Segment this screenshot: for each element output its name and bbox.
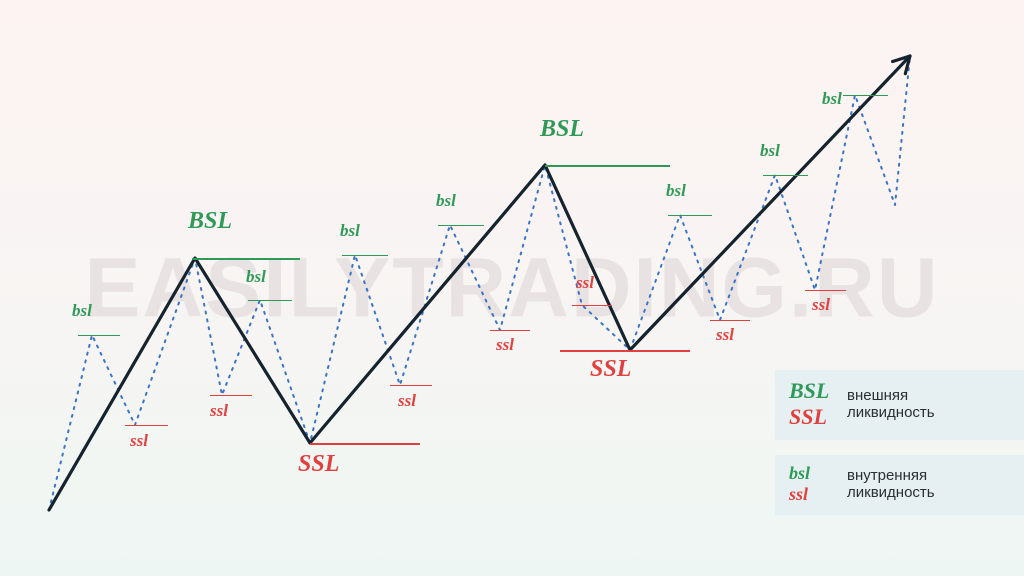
minor-bsl-label: bsl [436, 191, 456, 211]
major-bsl-label: BSL [188, 208, 232, 235]
minor-ssl-label: ssl [496, 335, 514, 355]
major-bsl-label: BSL [540, 116, 584, 143]
legend-desc-line: внутренняя [847, 467, 935, 484]
minor-ssl-level-line [390, 385, 432, 386]
minor-ssl-label: ssl [210, 401, 228, 421]
legend-key-ssl: SSL [789, 404, 835, 430]
major-bsl-level-line [545, 165, 670, 167]
legend-desc-line: внешняя [847, 387, 935, 404]
minor-ssl-level-line [805, 290, 846, 291]
minor-bsl-label: bsl [72, 301, 92, 321]
legend-key-ssl: ssl [789, 484, 835, 505]
minor-bsl-label: bsl [666, 181, 686, 201]
major-ssl-label: SSL [590, 356, 631, 383]
minor-bsl-label: bsl [760, 141, 780, 161]
legend-desc-line: ликвидность [847, 484, 935, 501]
minor-ssl-level-line [490, 330, 530, 331]
minor-bsl-level-line [763, 175, 808, 176]
minor-ssl-label: ssl [576, 273, 594, 293]
minor-bsl-label: bsl [340, 221, 360, 241]
legend-key-bsl: bsl [789, 463, 835, 484]
major-bsl-level-line [192, 258, 300, 260]
minor-ssl-level-line [210, 395, 252, 396]
minor-ssl-level-line [125, 425, 168, 426]
minor-ssl-label: ssl [130, 431, 148, 451]
minor-bsl-level-line [248, 300, 292, 301]
legend-key-bsl: BSL [789, 378, 835, 404]
minor-bsl-level-line [342, 255, 388, 256]
dotted-price-path [49, 56, 910, 510]
main-price-path [49, 56, 910, 510]
chart-canvas: EASILYTRADING.RUBSLSSLBSLSSLbslsslsslbsl… [0, 0, 1024, 576]
minor-bsl-label: bsl [246, 267, 266, 287]
minor-ssl-level-line [710, 320, 750, 321]
minor-bsl-level-line [438, 225, 484, 226]
major-ssl-level-line [560, 350, 690, 352]
minor-ssl-label: ssl [398, 391, 416, 411]
minor-bsl-label: bsl [822, 89, 842, 109]
major-ssl-level-line [310, 443, 420, 445]
legend-desc-line: ликвидность [847, 404, 935, 421]
minor-ssl-label: ssl [812, 295, 830, 315]
minor-ssl-label: ssl [716, 325, 734, 345]
minor-bsl-level-line [78, 335, 120, 336]
minor-ssl-level-line [572, 305, 612, 306]
legend-box: bslssl внутренняяликвидность [775, 455, 1024, 515]
major-ssl-label: SSL [298, 451, 339, 478]
legend-box: BSLSSL внешняяликвидность [775, 370, 1024, 440]
minor-bsl-level-line [843, 95, 888, 96]
minor-bsl-level-line [668, 215, 712, 216]
